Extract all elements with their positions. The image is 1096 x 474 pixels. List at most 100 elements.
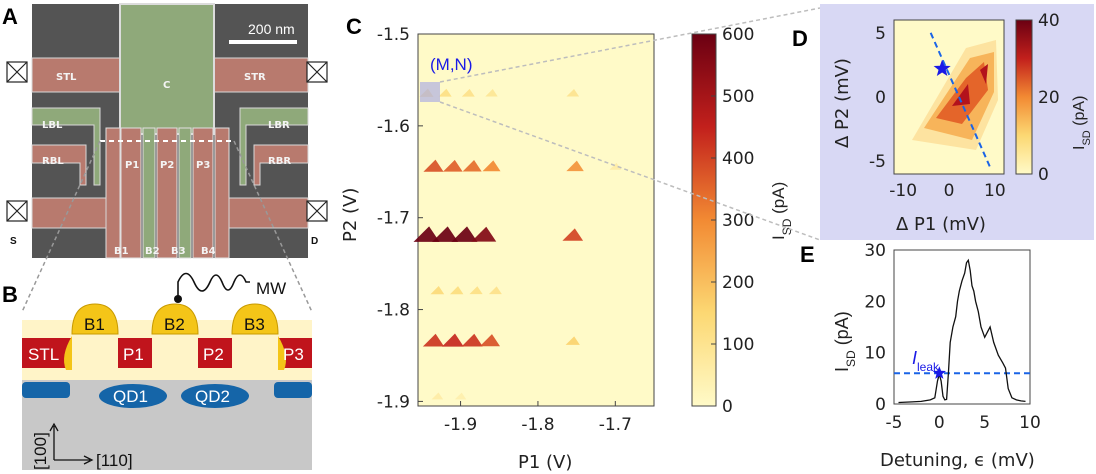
sem-image <box>31 3 309 259</box>
transport-triangle-15 <box>562 228 584 241</box>
mn-highlight-box <box>420 82 440 102</box>
sem-label-b3: B3 <box>171 246 186 257</box>
chart-c-xtick-label: -1.7 <box>599 415 632 435</box>
transport-triangle-16 <box>430 286 445 295</box>
chart-c-cbar-tick-label: 500 <box>722 87 754 107</box>
sem-label-stl: STL <box>56 72 77 83</box>
chart-e-star-marker <box>932 366 946 379</box>
panel-e-letter: E <box>800 242 815 267</box>
chart-c-plot <box>413 33 655 407</box>
chart-d-colorbar <box>1015 19 1033 175</box>
schematic-labels: MW B1 B2 B3 STL P1 P2 P3 QD1 QD2 [100] [… <box>28 279 304 470</box>
chart-c-cbar-tick-label: 300 <box>722 211 754 231</box>
transport-triangle-5 <box>423 159 444 172</box>
cbar-d-label-main: I <box>1071 146 1088 150</box>
chart-e-xtick-label: 0 <box>934 413 945 433</box>
chart-c-ytick-label: -1.6 <box>377 117 410 137</box>
chart-c-ytick-label: -1.8 <box>377 301 410 321</box>
chart-d-ytick-label: -5 <box>869 152 886 172</box>
transport-triangle-25 <box>431 392 444 400</box>
transport-triangle-8 <box>482 160 501 172</box>
detuning-axis-line <box>929 32 992 168</box>
chart-d-xtick-label: 10 <box>984 181 1006 201</box>
device-schematic <box>22 272 312 470</box>
sem-label-str: STR <box>244 72 266 83</box>
schem-b2: B2 <box>164 315 185 334</box>
transport-triangle-18 <box>469 286 483 295</box>
drain-label: D <box>311 236 318 247</box>
transport-triangle-12 <box>432 226 459 242</box>
transport-triangle-4 <box>566 88 580 97</box>
chart-e-ylabel-sub: SD <box>844 350 858 367</box>
chart-e-xlabel: Detuning, ϵ (mV) <box>880 450 1035 471</box>
cbar-c-label-main: I <box>769 235 788 240</box>
sem-label-lbl: LBL <box>42 120 63 131</box>
schem-stl: STL <box>28 345 59 364</box>
zoom-connector-bottom <box>439 101 821 241</box>
sem-label-c: C <box>163 80 170 91</box>
chart-d-cbar-tick-label: 0 <box>1038 165 1049 185</box>
panel-b-letter: B <box>2 282 18 307</box>
chart-d-xlabel: Δ P1 (mV) <box>896 214 986 235</box>
panel-a-letter: A <box>2 4 18 29</box>
schem-qd2: QD2 <box>195 387 230 406</box>
sem-label-rbl: RBL <box>42 156 64 167</box>
chart-e-ytick-label: 10 <box>864 344 886 364</box>
cbar-d-label-sub: SD <box>1081 130 1093 145</box>
transport-triangle-20 <box>422 333 445 347</box>
chart-d-ytick-label: 0 <box>875 88 886 108</box>
zoom-connector-top <box>439 7 821 83</box>
cbar-c-label-unit: (pA) <box>769 182 788 219</box>
transport-triangle-13 <box>451 226 478 242</box>
sem-label-p2: P2 <box>160 160 174 171</box>
transport-triangle-21 <box>441 333 464 347</box>
zoom-connector-left <box>21 140 101 313</box>
transport-triangle-24 <box>565 336 580 345</box>
chart-d-xtick-label: 0 <box>944 181 955 201</box>
contact-pads <box>6 61 328 222</box>
chart-e-xticks: -5 0 5 10 <box>886 413 1041 433</box>
chart-c-cbar-tick-label: 400 <box>722 149 754 169</box>
chart-c-features <box>413 88 622 400</box>
leak-annotation: Ileak <box>912 348 940 374</box>
scale-bar-label: 200 nm <box>248 21 295 37</box>
sem-label-rbr: RBR <box>268 156 291 167</box>
chart-d-yticks: 5 0 -5 <box>869 24 886 172</box>
axis-100-label: [100] <box>31 432 50 470</box>
sem-labels: 200 nm STL STR C LBL LBR RBL RBR P1 P2 P… <box>42 21 295 257</box>
transport-triangle-14 <box>471 226 497 242</box>
schem-p1: P1 <box>123 345 144 364</box>
chart-e-xtick-label: -5 <box>886 413 903 433</box>
sem-label-b4: B4 <box>201 246 216 257</box>
transport-triangle-10 <box>609 162 622 170</box>
chart-c-ytick-label: -1.5 <box>377 25 410 45</box>
cbar-c-label-sub: SD <box>780 218 794 235</box>
chart-c-cbar-tick-label: 600 <box>722 25 754 45</box>
chart-e-ytick-label: 0 <box>875 395 886 415</box>
chart-d-cbar-tick-label: 40 <box>1038 11 1060 31</box>
chart-c-xtick-label: -1.9 <box>444 415 477 435</box>
chart-c-yticks: -1.5 -1.6 -1.7 -1.8 -1.9 <box>377 25 423 412</box>
chart-d-cbar-tick-label: 20 <box>1038 88 1060 108</box>
transport-triangle-23 <box>479 334 501 347</box>
chart-d-colorbar-ticks: 40 20 0 <box>1038 11 1060 185</box>
chart-c-ylabel: P2 (V) <box>340 188 361 242</box>
chart-c-cbar-tick-label: 100 <box>722 335 754 355</box>
sem-label-b1: B1 <box>114 246 129 257</box>
chart-e-ytick-label: 20 <box>864 292 886 312</box>
chart-d-ytick-label: 5 <box>875 24 886 44</box>
transport-triangle-3 <box>485 89 498 97</box>
chart-e-xtick-label: 10 <box>1019 413 1041 433</box>
transport-triangle-26 <box>454 392 467 400</box>
schem-qd1: QD1 <box>113 387 148 406</box>
chart-c-cbar-tick-label: 0 <box>722 397 733 417</box>
transport-triangle-17 <box>449 286 464 295</box>
leak-label-main: I <box>912 348 917 368</box>
chart-d-ylabel: Δ P2 (mV) <box>832 58 853 148</box>
leak-label-sub: leak <box>917 360 940 374</box>
cbar-d-label-unit: (pA) <box>1071 96 1088 131</box>
schem-p2: P2 <box>203 345 224 364</box>
sem-label-p3: P3 <box>196 160 210 171</box>
transport-triangle-6 <box>443 159 463 172</box>
